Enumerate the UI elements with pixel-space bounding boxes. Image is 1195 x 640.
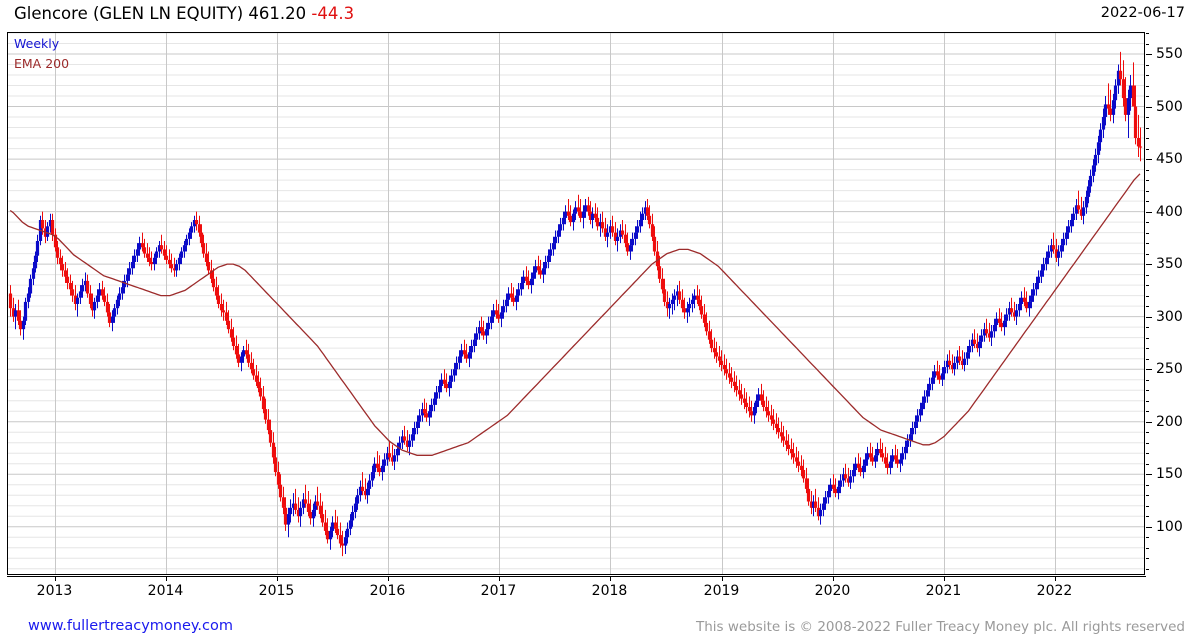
page-title: Glencore (GLEN LN EQUITY) 461.20 -44.3 <box>14 4 354 23</box>
y-axis-tick-mark <box>1146 453 1149 455</box>
y-axis-tick-mark <box>1146 442 1149 444</box>
x-axis-tick-mark <box>1054 576 1056 581</box>
y-axis: 100 150 200 250 300 350 400 450 500 550 <box>1146 32 1195 577</box>
y-axis-label: 400 <box>1156 203 1183 220</box>
x-axis-label: 2021 <box>925 583 962 599</box>
x-axis-baseline <box>7 576 1146 577</box>
y-axis-label: 300 <box>1156 308 1183 325</box>
y-axis-tick-mark <box>1146 316 1152 318</box>
x-axis-label: 2013 <box>36 583 73 599</box>
x-axis-label: 2015 <box>258 583 295 599</box>
y-axis-tick-mark <box>1146 547 1149 549</box>
y-axis-tick-mark <box>1146 432 1149 434</box>
y-axis-tick-mark <box>1146 568 1149 570</box>
x-axis-label: 2014 <box>147 583 184 599</box>
y-axis-tick-mark <box>1146 369 1152 371</box>
y-axis-tick-mark <box>1146 232 1149 234</box>
y-axis-tick-mark <box>1146 54 1152 55</box>
x-axis-tick-mark <box>276 576 278 581</box>
x-axis-tick-mark <box>387 576 389 581</box>
x-axis-tick-mark <box>165 576 167 581</box>
y-axis-label: 100 <box>1156 518 1183 535</box>
site-url-link[interactable]: www.fullertreacymoney.com <box>28 618 233 634</box>
instrument-ticker: (GLEN LN EQUITY) <box>92 4 244 23</box>
y-axis-tick-mark <box>1146 474 1152 476</box>
y-axis-tick-mark <box>1146 33 1149 34</box>
y-axis-tick-mark <box>1146 96 1149 97</box>
legend-frequency: Weekly <box>14 36 60 51</box>
y-axis-tick-mark <box>1146 117 1149 118</box>
price-chart-plot-area[interactable]: Weekly EMA 200 <box>7 32 1145 575</box>
y-axis-tick-mark <box>1146 400 1149 402</box>
x-axis-tick-mark <box>721 576 723 581</box>
x-axis-tick-mark <box>609 576 611 581</box>
y-axis-tick-mark <box>1146 211 1152 213</box>
y-axis-tick-mark <box>1146 390 1149 392</box>
instrument-name: Glencore <box>14 4 88 23</box>
x-axis-tick-mark <box>498 576 500 581</box>
x-axis-label: 2019 <box>703 583 740 599</box>
y-axis-tick-mark <box>1146 537 1149 539</box>
legend-ema-200: EMA 200 <box>14 56 70 71</box>
x-axis-label: 2022 <box>1036 583 1073 599</box>
y-axis-tick-mark <box>1146 495 1149 497</box>
y-axis-tick-mark <box>1146 411 1149 413</box>
y-axis-label: 250 <box>1156 361 1183 378</box>
copyright-notice: This website is © 2008-2022 Fuller Treac… <box>696 619 1185 635</box>
y-axis-tick-mark <box>1146 264 1152 266</box>
y-axis-label: 350 <box>1156 256 1183 273</box>
x-axis-tick-mark <box>832 576 834 581</box>
y-axis-tick-mark <box>1146 327 1149 329</box>
price-change: -44.3 <box>311 4 355 23</box>
y-axis-tick-mark <box>1146 295 1149 297</box>
y-axis-tick-mark <box>1146 169 1149 171</box>
y-axis-tick-mark <box>1146 190 1149 192</box>
y-axis-tick-mark <box>1146 222 1149 224</box>
y-axis-tick-mark <box>1146 306 1149 308</box>
y-axis-tick-mark <box>1146 201 1149 203</box>
x-axis-label: 2018 <box>591 583 628 599</box>
y-axis-tick-mark <box>1146 106 1152 108</box>
y-axis-tick-mark <box>1146 379 1149 381</box>
y-axis-label: 550 <box>1156 46 1183 62</box>
x-axis-tick-mark <box>54 576 56 581</box>
y-axis-tick-mark <box>1146 516 1149 518</box>
x-axis-tick-mark <box>943 576 945 581</box>
y-axis-tick-mark <box>1146 75 1149 76</box>
y-axis-tick-mark <box>1146 85 1149 87</box>
y-axis-tick-mark <box>1146 253 1149 255</box>
y-axis-label: 500 <box>1156 98 1183 115</box>
chart-footer: www.fullertreacymoney.com This website i… <box>0 614 1195 640</box>
y-axis-tick-mark <box>1146 558 1149 560</box>
chart-header: Glencore (GLEN LN EQUITY) 461.20 -44.3 2… <box>0 0 1195 30</box>
y-axis-tick-mark <box>1146 148 1149 150</box>
candlestick-chart <box>8 33 1144 574</box>
y-axis-tick-mark <box>1146 526 1152 528</box>
last-price: 461.20 <box>248 4 307 23</box>
y-axis-tick-mark <box>1146 64 1149 66</box>
y-axis-label: 200 <box>1156 413 1183 430</box>
y-axis-tick-mark <box>1146 348 1149 350</box>
y-axis-tick-mark <box>1146 484 1149 486</box>
y-axis-tick-mark <box>1146 463 1149 465</box>
x-axis: 2013 2014 2015 2016 2017 2018 2019 2020 2021 2022 <box>0 576 1195 606</box>
y-axis-tick-mark <box>1146 421 1152 423</box>
y-axis-tick-mark <box>1146 180 1149 182</box>
y-axis-tick-mark <box>1146 505 1149 507</box>
y-axis-label: 450 <box>1156 151 1183 168</box>
x-axis-label: 2020 <box>814 583 851 599</box>
y-axis-tick-mark <box>1146 337 1149 339</box>
y-axis-tick-mark <box>1146 358 1149 360</box>
y-axis-tick-mark <box>1146 285 1149 287</box>
y-axis-tick-mark <box>1146 159 1152 161</box>
y-axis-tick-mark <box>1146 127 1149 129</box>
y-axis-tick-mark <box>1146 43 1149 45</box>
as-of-date: 2022-06-17 <box>1100 5 1185 21</box>
y-axis-tick-mark <box>1146 138 1149 139</box>
x-axis-label: 2017 <box>480 583 517 599</box>
y-axis-tick-mark <box>1146 243 1149 245</box>
y-axis-tick-mark <box>1146 274 1149 276</box>
x-axis-label: 2016 <box>369 583 406 599</box>
y-axis-label: 150 <box>1156 466 1183 483</box>
